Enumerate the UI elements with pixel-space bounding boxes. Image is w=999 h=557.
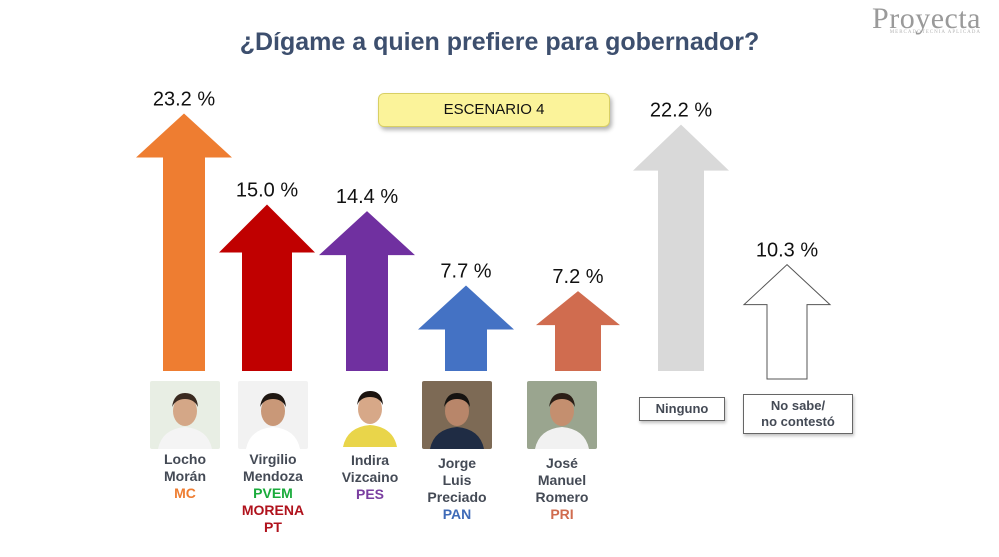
candidate-name-line: Mendoza <box>243 468 303 484</box>
party-label: PRI <box>550 506 574 522</box>
candidate-name-line: Locho <box>164 451 206 467</box>
scenario-badge: ESCENARIO 4 <box>378 93 610 127</box>
candidate-name-line: Vizcaino <box>341 469 399 485</box>
candidate-name-line: Luis <box>442 472 472 488</box>
candidate-name-3: Indira Vizcaino PES <box>323 452 417 503</box>
logo-text: Proyecta <box>872 2 981 35</box>
arrow-bar-7 <box>742 263 832 380</box>
candidate-photo-3 <box>335 379 405 447</box>
candidate-name-2: Virgilio Mendoza PVEM MORENA PT <box>226 451 320 536</box>
candidate-name-line: Morán <box>164 468 206 484</box>
party-label: MORENA <box>241 502 305 518</box>
candidate-name-line: Preciado <box>427 489 487 505</box>
candidate-photo-5 <box>527 381 597 449</box>
candidate-name-line: Jorge <box>437 455 477 471</box>
proyecta-logo: Proyecta MERCADOTECNIA APLICADA <box>872 2 981 35</box>
candidate-name-line: José <box>546 455 578 471</box>
candidate-name-line: Romero <box>535 489 589 505</box>
party-label: PVEM <box>253 485 293 501</box>
logo-tagline: MERCADOTECNIA APLICADA <box>889 30 981 35</box>
portrait-icon <box>527 381 597 449</box>
candidate-name-1: Locho Morán MC <box>138 451 232 502</box>
candidate-photo-2 <box>238 381 308 449</box>
party-label: PES <box>355 486 384 502</box>
value-label-7: 10.3 % <box>756 240 818 262</box>
portrait-icon <box>422 381 492 449</box>
value-label-6: 22.2 % <box>650 100 712 122</box>
value-label-1: 23.2 % <box>153 88 215 110</box>
value-label-3: 14.4 % <box>336 186 398 208</box>
no-sabe-label: No sabe/ no contestó <box>743 394 853 434</box>
arrow-bar-4 <box>418 285 514 371</box>
candidate-name-4: Jorge Luis Preciado PAN <box>410 455 504 523</box>
candidate-name-5: José Manuel Romero PRI <box>515 455 609 523</box>
party-label: PT <box>264 519 282 535</box>
portrait-icon <box>150 381 220 449</box>
portrait-icon <box>238 381 308 449</box>
ninguno-label: Ninguno <box>639 397 725 421</box>
arrow-bar-5 <box>536 291 620 371</box>
chart-title: ¿Dígame a quien prefiere para gobernador… <box>239 28 760 56</box>
party-label: PAN <box>442 506 472 522</box>
party-label: MC <box>174 485 196 501</box>
candidate-name-line: Virgilio <box>249 451 297 467</box>
candidate-photo-1 <box>150 381 220 449</box>
value-label-4: 7.7 % <box>440 261 491 283</box>
portrait-icon <box>335 379 405 447</box>
arrow-bar-6 <box>633 124 729 371</box>
value-label-5: 7.2 % <box>552 266 603 288</box>
candidate-name-line: Indira <box>350 452 390 468</box>
arrow-bar-1 <box>136 113 232 371</box>
value-label-2: 15.0 % <box>236 180 298 202</box>
candidate-photo-4 <box>422 381 492 449</box>
candidate-name-line: Manuel <box>537 472 587 488</box>
arrow-bar-3 <box>319 211 415 371</box>
arrow-bar-2 <box>219 204 315 371</box>
